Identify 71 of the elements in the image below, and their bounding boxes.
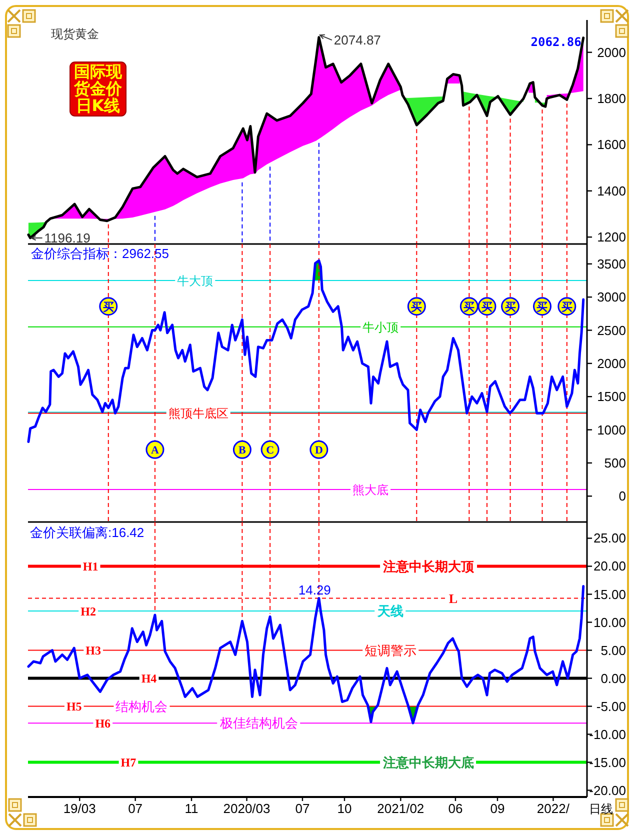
y-tick-label: 2000 <box>597 44 626 60</box>
annotation: H3 <box>86 644 101 658</box>
y-tick-label: 1600 <box>597 137 626 152</box>
x-tick-label: 06 <box>448 801 463 816</box>
annotation: 买 <box>561 301 572 314</box>
y-tick-label: 1000 <box>597 422 626 438</box>
y-tick-label: 5.00 <box>600 642 626 658</box>
annotation: 买 <box>504 301 516 314</box>
annotation: 结构机会 <box>116 698 168 714</box>
y-tick-label: 2000 <box>597 356 626 371</box>
annotation: 1196.19 <box>44 230 90 246</box>
annotation: 熊顶牛底区 <box>168 406 228 421</box>
y-tick-label: 1500 <box>597 389 626 404</box>
chart-title: 金价关联偏离:16.42 <box>30 525 144 540</box>
annotation: H1 <box>82 560 98 574</box>
y-tick-label: 20.00 <box>593 558 626 574</box>
annotation: 买 <box>411 301 422 314</box>
annotation: 买 <box>481 301 492 314</box>
annotation: 14.29 <box>298 582 331 598</box>
annotation: 2074.87 <box>334 32 381 48</box>
annotation: 买 <box>464 301 475 314</box>
annotation: 熊大底 <box>352 482 389 497</box>
annotation: 注意中长期大底 <box>382 754 474 770</box>
y-tick-label: 0 <box>618 488 626 504</box>
annotation: 牛小顶 <box>362 320 399 334</box>
annotation: 短调警示 <box>364 642 417 658</box>
annotation: H5 <box>66 700 82 714</box>
annotation: H6 <box>95 716 111 730</box>
annotation: 买 <box>536 301 548 314</box>
x-tick-label: 11 <box>184 801 198 816</box>
y-tick-label: -15.00 <box>589 754 626 770</box>
chart-title: 金价综合指标：2962.55 <box>31 246 169 261</box>
x-tick-label: 10 <box>337 801 352 816</box>
x-tick-label: 2022/ <box>536 801 570 816</box>
annotation: C <box>266 444 274 457</box>
y-tick-label: -10.00 <box>589 726 626 742</box>
y-tick-label: 1800 <box>597 91 626 106</box>
x-axis-title: 日线 <box>589 802 613 816</box>
annotation: H7 <box>120 756 136 770</box>
annotation: 极佳结构机会 <box>219 716 298 731</box>
annotation: D <box>314 444 323 457</box>
annotation: L <box>448 590 458 606</box>
y-tick-label: 500 <box>604 455 626 470</box>
annotation: 注意中长期大顶 <box>382 558 476 574</box>
annotation: H2 <box>80 604 96 618</box>
y-tick-label: 3000 <box>597 290 626 305</box>
y-tick-label: 25.00 <box>593 530 626 546</box>
y-tick-label: -5.00 <box>596 698 626 714</box>
y-tick-label: 15.00 <box>593 586 626 602</box>
text: 现货黄金 <box>51 27 99 41</box>
x-tick-label: 07 <box>295 801 310 816</box>
y-tick-label: -20.00 <box>589 782 626 798</box>
annotation: 2062.86 <box>530 35 582 50</box>
x-tick-label: 19/03 <box>63 801 96 816</box>
annotation: 牛大顶 <box>177 274 214 288</box>
y-tick-label: 2500 <box>597 322 626 338</box>
x-tick-label: 07 <box>128 801 143 816</box>
annotation: 买 <box>102 301 114 314</box>
y-tick-label: 0.00 <box>600 670 626 686</box>
x-tick-label: 09 <box>490 801 505 816</box>
annotation: A <box>150 444 159 457</box>
y-tick-label: 1200 <box>597 230 626 245</box>
text: 国际现货金价日K线 <box>70 62 126 116</box>
y-tick-label: 1400 <box>597 183 626 198</box>
y-tick-label: 10.00 <box>593 614 626 630</box>
y-tick-label: 3500 <box>597 256 626 272</box>
annotation: H4 <box>141 672 157 686</box>
x-tick-label: 2021/02 <box>377 801 424 816</box>
annotation: B <box>238 444 247 457</box>
annotation: 天线 <box>376 604 404 619</box>
x-tick-label: 2020/03 <box>223 801 270 816</box>
